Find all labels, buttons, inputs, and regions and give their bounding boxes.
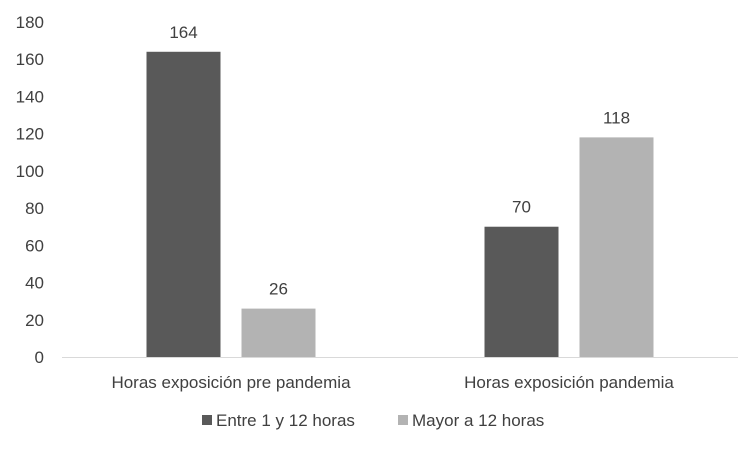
x-axis: Horas exposición pre pandemia Horas expos…	[111, 373, 674, 392]
bar-entre-1-y-12-horas	[146, 51, 221, 358]
bar-mayor-a-12-horas	[579, 137, 654, 357]
x-category-label: Horas exposición pandemia	[464, 373, 674, 392]
legend-label: Entre 1 y 12 horas	[216, 411, 355, 430]
x-category-label: Horas exposición pre pandemia	[111, 373, 351, 392]
y-tick-label: 80	[25, 199, 44, 218]
y-tick-label: 0	[35, 348, 44, 367]
data-label: 26	[269, 280, 288, 299]
y-tick-label: 180	[16, 13, 44, 32]
y-tick-label: 160	[16, 50, 44, 69]
data-label: 70	[512, 198, 531, 217]
y-axis: 0 20 40 60 80 100 120 140 160 180	[16, 13, 44, 367]
legend-label: Mayor a 12 horas	[412, 411, 544, 430]
bar-entre-1-y-12-horas	[484, 226, 559, 357]
y-tick-label: 20	[25, 311, 44, 330]
y-tick-label: 40	[25, 274, 44, 293]
data-labels: 164 26 70 118	[169, 23, 630, 299]
legend: Entre 1 y 12 horas Mayor a 12 horas	[202, 411, 544, 430]
y-tick-label: 60	[25, 236, 44, 255]
data-label: 118	[603, 108, 630, 127]
y-tick-label: 140	[16, 87, 44, 106]
y-tick-label: 120	[16, 125, 44, 144]
legend-swatch	[202, 415, 212, 425]
bar-mayor-a-12-horas	[241, 308, 316, 357]
y-tick-label: 100	[16, 162, 44, 181]
bars	[146, 51, 654, 358]
data-label: 164	[169, 23, 197, 42]
legend-swatch	[398, 415, 408, 425]
